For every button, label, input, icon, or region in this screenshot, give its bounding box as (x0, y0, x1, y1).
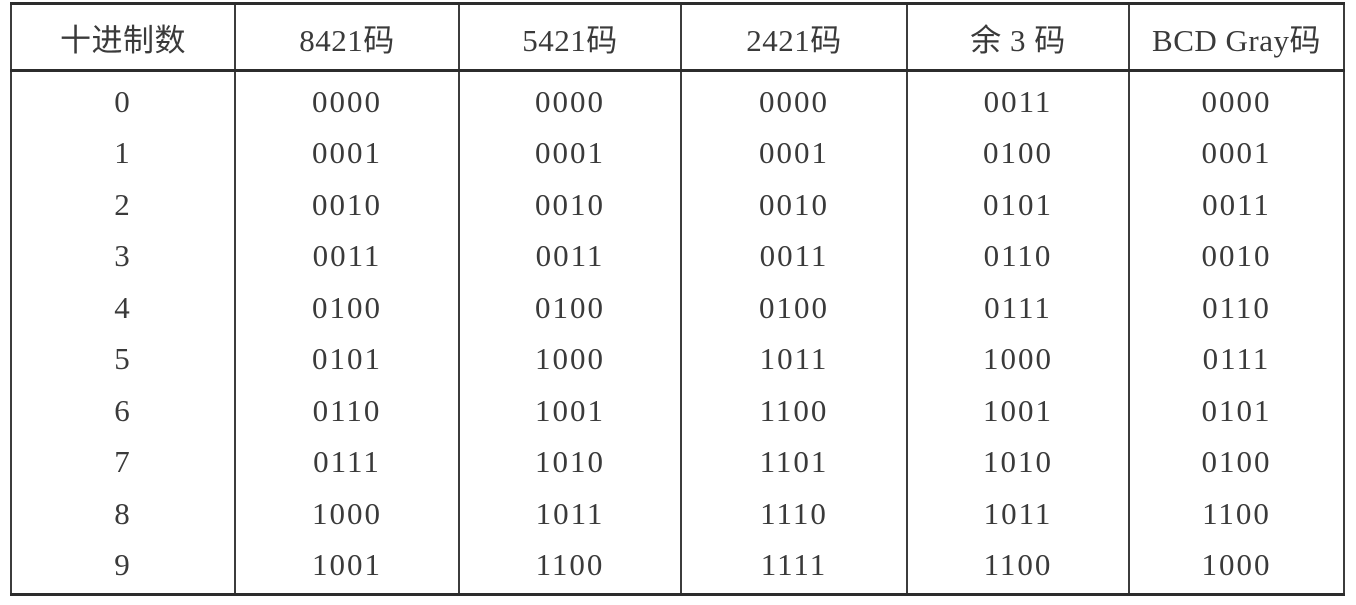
cell-2421: 0100 (680, 282, 908, 334)
cell-excess-3: 0101 (906, 179, 1130, 231)
header-decimal: 十进制数 (10, 2, 236, 72)
cell-5421: 1000 (458, 333, 682, 385)
cell-decimal: 9 (10, 539, 236, 596)
cell-excess-3: 1010 (906, 436, 1130, 488)
table-row: 5 0101 1000 1011 1000 0111 (10, 333, 1345, 385)
cell-2421: 1100 (680, 385, 908, 437)
cell-5421: 0100 (458, 282, 682, 334)
cell-8421: 0111 (234, 436, 460, 488)
cell-2421: 0001 (680, 127, 908, 179)
table-header: 十进制数 8421码 5421码 2421码 余 3 码 BCD Gray码 (10, 2, 1345, 72)
header-bcd-gray: BCD Gray码 (1128, 2, 1345, 72)
cell-bcd-gray: 0001 (1128, 127, 1345, 179)
cell-excess-3: 1000 (906, 333, 1130, 385)
cell-2421: 1111 (680, 539, 908, 596)
cell-5421: 1001 (458, 385, 682, 437)
cell-8421: 0101 (234, 333, 460, 385)
cell-bcd-gray: 0101 (1128, 385, 1345, 437)
cell-decimal: 1 (10, 127, 236, 179)
cell-excess-3: 0100 (906, 127, 1130, 179)
header-excess-3: 余 3 码 (906, 2, 1130, 72)
cell-2421: 0011 (680, 230, 908, 282)
cell-bcd-gray: 1100 (1128, 488, 1345, 540)
table-row: 1 0001 0001 0001 0100 0001 (10, 127, 1345, 179)
cell-decimal: 8 (10, 488, 236, 540)
table-row: 9 1001 1100 1111 1100 1000 (10, 539, 1345, 596)
code-table-container: 十进制数 8421码 5421码 2421码 余 3 码 BCD Gray码 0… (10, 2, 1345, 596)
table-row: 7 0111 1010 1101 1010 0100 (10, 436, 1345, 488)
cell-5421: 0010 (458, 179, 682, 231)
cell-5421: 0011 (458, 230, 682, 282)
cell-decimal: 3 (10, 230, 236, 282)
cell-5421: 1100 (458, 539, 682, 596)
cell-excess-3: 0011 (906, 70, 1130, 128)
cell-bcd-gray: 1000 (1128, 539, 1345, 596)
cell-decimal: 7 (10, 436, 236, 488)
header-8421: 8421码 (234, 2, 460, 72)
cell-8421: 0100 (234, 282, 460, 334)
table-row: 4 0100 0100 0100 0111 0110 (10, 282, 1345, 334)
table-row: 0 0000 0000 0000 0011 0000 (10, 70, 1345, 128)
cell-8421: 0011 (234, 230, 460, 282)
cell-decimal: 0 (10, 70, 236, 128)
cell-8421: 0001 (234, 127, 460, 179)
cell-5421: 0001 (458, 127, 682, 179)
bcd-code-table: 十进制数 8421码 5421码 2421码 余 3 码 BCD Gray码 0… (10, 2, 1345, 596)
header-row: 十进制数 8421码 5421码 2421码 余 3 码 BCD Gray码 (10, 2, 1345, 72)
cell-excess-3: 0111 (906, 282, 1130, 334)
cell-8421: 0000 (234, 70, 460, 128)
cell-5421: 1010 (458, 436, 682, 488)
cell-bcd-gray: 0110 (1128, 282, 1345, 334)
table-row: 2 0010 0010 0010 0101 0011 (10, 179, 1345, 231)
cell-bcd-gray: 0000 (1128, 70, 1345, 128)
cell-decimal: 6 (10, 385, 236, 437)
cell-bcd-gray: 0111 (1128, 333, 1345, 385)
cell-decimal: 4 (10, 282, 236, 334)
cell-excess-3: 1100 (906, 539, 1130, 596)
cell-bcd-gray: 0011 (1128, 179, 1345, 231)
table-row: 8 1000 1011 1110 1011 1100 (10, 488, 1345, 540)
table-row: 3 0011 0011 0011 0110 0010 (10, 230, 1345, 282)
cell-excess-3: 1001 (906, 385, 1130, 437)
cell-2421: 1011 (680, 333, 908, 385)
table-row: 6 0110 1001 1100 1001 0101 (10, 385, 1345, 437)
cell-bcd-gray: 0010 (1128, 230, 1345, 282)
header-5421: 5421码 (458, 2, 682, 72)
cell-8421: 1001 (234, 539, 460, 596)
cell-2421: 1101 (680, 436, 908, 488)
cell-8421: 0110 (234, 385, 460, 437)
cell-decimal: 5 (10, 333, 236, 385)
cell-8421: 1000 (234, 488, 460, 540)
cell-excess-3: 1011 (906, 488, 1130, 540)
cell-5421: 1011 (458, 488, 682, 540)
cell-2421: 0000 (680, 70, 908, 128)
cell-bcd-gray: 0100 (1128, 436, 1345, 488)
cell-5421: 0000 (458, 70, 682, 128)
header-2421: 2421码 (680, 2, 908, 72)
table-body: 0 0000 0000 0000 0011 0000 1 0001 0001 0… (10, 70, 1345, 596)
cell-2421: 1110 (680, 488, 908, 540)
cell-8421: 0010 (234, 179, 460, 231)
cell-2421: 0010 (680, 179, 908, 231)
cell-decimal: 2 (10, 179, 236, 231)
cell-excess-3: 0110 (906, 230, 1130, 282)
